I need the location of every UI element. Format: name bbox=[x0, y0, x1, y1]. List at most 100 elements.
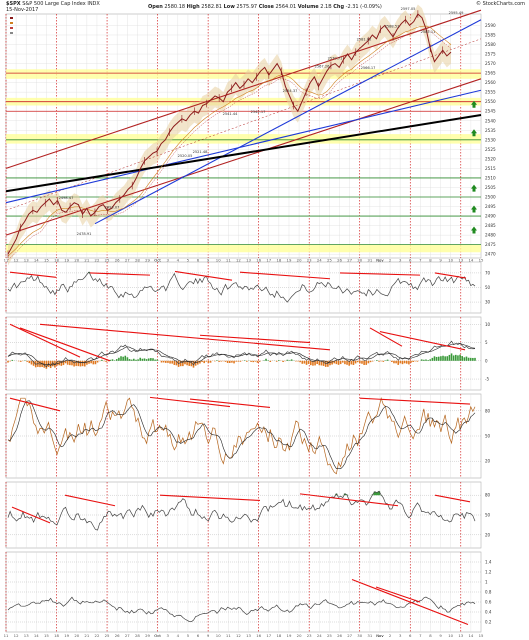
price-annotation-label: 2521.48 bbox=[193, 150, 209, 154]
indicator-y-tick-label: 1.4 bbox=[485, 560, 492, 565]
price-x-tick-label: 11 bbox=[226, 258, 231, 263]
price-x-tick-label: 15 bbox=[44, 258, 49, 263]
divergence-line bbox=[9, 271, 57, 278]
price-y-tick-label: 2555 bbox=[485, 90, 496, 95]
indicator-y-tick-label: 50 bbox=[485, 513, 491, 518]
chg-value: -2.31 (-0.09%) bbox=[345, 4, 382, 10]
price-y-tick-label: 2550 bbox=[485, 99, 496, 104]
indicator-y-tick-label: -5 bbox=[485, 377, 489, 382]
divergence-line bbox=[351, 578, 469, 626]
yellow-zone-3 bbox=[6, 244, 481, 253]
bottom-x-tick-label: 11 bbox=[4, 633, 9, 638]
price-x-tick-label: 13 bbox=[246, 258, 251, 263]
bottom-x-tick-label: 9 bbox=[439, 633, 442, 638]
price-y-tick-label: 2560 bbox=[485, 80, 496, 85]
price-x-tick-label: 13 bbox=[458, 258, 463, 263]
channel-lower-line bbox=[5, 78, 482, 236]
bottom-x-tick-label: 6 bbox=[197, 633, 200, 638]
bottom-x-tick-label: 30 bbox=[357, 633, 362, 638]
price-x-tick-label: 3 bbox=[166, 258, 169, 263]
moving-average-line-1 bbox=[7, 25, 452, 257]
indicator-y-tick-label: 50 bbox=[485, 434, 491, 439]
price-x-tick-label: 17 bbox=[266, 258, 271, 263]
bottom-x-tick-label: 16 bbox=[256, 633, 261, 638]
price-annotation-label: 2498.47 bbox=[59, 196, 74, 200]
bottom-x-tick-label: 2 bbox=[389, 633, 392, 638]
bottom-x-tick-label: 24 bbox=[317, 633, 322, 638]
low-value: 2575.97 bbox=[236, 4, 258, 10]
price-x-tick-label: Nov bbox=[376, 258, 384, 263]
price-y-tick-label: 2475 bbox=[485, 242, 496, 247]
divergence-line bbox=[9, 397, 61, 412]
indicator-y-tick-label: 30 bbox=[485, 300, 491, 305]
price-x-tick-label: 12 bbox=[236, 258, 241, 263]
price-y-tick-label: 2535 bbox=[485, 128, 496, 133]
high-label: High bbox=[186, 4, 200, 10]
price-x-tick-label: 18 bbox=[276, 258, 281, 263]
indicator-signal-line-3 bbox=[7, 400, 476, 470]
green-arrow-icon bbox=[471, 100, 477, 108]
price-x-tick-label: 20 bbox=[74, 258, 79, 263]
price-annotation-label: 2595.49 bbox=[449, 11, 465, 15]
price-y-tick-label: 2520 bbox=[485, 156, 496, 161]
green-arrow-icon bbox=[471, 226, 477, 234]
price-annotation-label: 2570.71 bbox=[328, 57, 343, 61]
bottom-x-tick-label: 20 bbox=[74, 633, 79, 638]
divergence-line bbox=[64, 494, 116, 507]
divergence-line bbox=[359, 397, 471, 405]
divergence-line bbox=[434, 272, 467, 279]
price-x-tick-label: 11 bbox=[4, 258, 9, 263]
divergence-line bbox=[149, 396, 231, 408]
bottom-x-tick-label: 31 bbox=[367, 633, 372, 638]
price-y-tick-label: 2495 bbox=[485, 204, 496, 209]
indicator-y-tick-label: 1 bbox=[485, 580, 488, 585]
channel-upper-line bbox=[5, 9, 482, 169]
price-annotation-label: 2478.91 bbox=[77, 232, 92, 236]
price-annotation-label: 2542.17 bbox=[251, 110, 266, 114]
bottom-x-tick-label: 18 bbox=[276, 633, 281, 638]
price-x-tick-label: 19 bbox=[64, 258, 69, 263]
price-annotation-label: 2520.05 bbox=[178, 154, 193, 158]
price-x-tick-label: 6 bbox=[409, 258, 412, 263]
price-x-tick-label: 16 bbox=[256, 258, 261, 263]
indicator-y-tick-label: 0.2 bbox=[485, 620, 492, 625]
divergence-line bbox=[434, 494, 471, 503]
price-x-tick-label: 23 bbox=[307, 258, 312, 263]
green-arrow-icon bbox=[471, 205, 477, 213]
blue-trendline-2 bbox=[94, 19, 482, 225]
header-date: 15-Nov-2017 bbox=[6, 7, 39, 13]
price-y-tick-label: 2470 bbox=[485, 252, 496, 257]
blue-trendline-1 bbox=[5, 89, 482, 204]
price-y-tick-label: 2575 bbox=[485, 52, 496, 57]
indicator-y-tick-label: 0.4 bbox=[485, 610, 492, 615]
bottom-x-tick-label: 20 bbox=[297, 633, 302, 638]
price-x-tick-label: 2 bbox=[389, 258, 392, 263]
price-x-tick-label: 28 bbox=[135, 258, 140, 263]
bottom-x-tick-label: 17 bbox=[266, 633, 271, 638]
indicator-y-tick-label: 0.6 bbox=[485, 600, 492, 605]
open-value: 2580.18 bbox=[164, 4, 186, 10]
low-label: Low bbox=[223, 4, 235, 10]
indicator-y-tick-label: 70 bbox=[485, 270, 491, 275]
price-y-tick-label: 2515 bbox=[485, 166, 496, 171]
price-y-tick-label: 2540 bbox=[485, 118, 496, 123]
price-x-tick-label: 7 bbox=[419, 258, 422, 263]
channel-mid-line bbox=[5, 38, 482, 211]
price-x-tick-label: 25 bbox=[105, 258, 110, 263]
yellow-zone-0 bbox=[6, 69, 481, 79]
green-arrow-icon bbox=[471, 184, 477, 192]
bottom-x-tick-label: 14 bbox=[468, 633, 473, 638]
price-x-tick-label: 5 bbox=[187, 258, 190, 263]
price-y-tick-label: 2565 bbox=[485, 71, 496, 76]
bottom-x-tick-label: 19 bbox=[287, 633, 292, 638]
bottom-x-tick-label: 21 bbox=[84, 633, 89, 638]
price-x-tick-label: 10 bbox=[216, 258, 221, 263]
bottom-x-tick-label: Oct bbox=[154, 633, 161, 638]
legend-swatch bbox=[10, 32, 13, 34]
price-x-tick-label: 20 bbox=[297, 258, 302, 263]
divergence-line bbox=[299, 493, 399, 507]
bottom-x-tick-label: 4 bbox=[177, 633, 180, 638]
price-y-tick-label: 2510 bbox=[485, 175, 496, 180]
price-annotation-label: 2554.37 bbox=[283, 89, 298, 93]
